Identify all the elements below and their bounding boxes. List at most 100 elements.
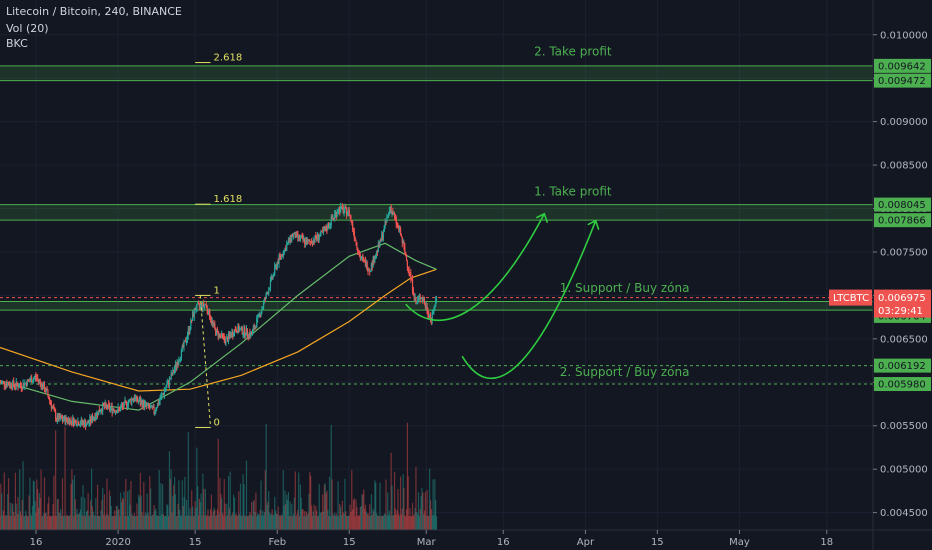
candle-body — [310, 241, 312, 243]
candle-body — [269, 279, 272, 289]
candle-body — [295, 232, 297, 238]
volume-bar — [417, 514, 419, 530]
candle-body — [423, 300, 426, 305]
candle-body — [9, 383, 11, 386]
y-tick-label: 0.006500 — [880, 334, 928, 345]
candle-body — [342, 207, 344, 213]
price-tag-bg — [874, 73, 931, 88]
volume-bar — [367, 513, 369, 530]
volume-bar — [39, 498, 41, 530]
volume-bar — [234, 515, 236, 530]
y-tick-label: 0.009000 — [880, 117, 928, 128]
volume-bar — [214, 509, 216, 530]
volume-bar — [61, 478, 64, 530]
candle-body — [348, 210, 350, 216]
volume-bar — [140, 495, 142, 530]
volume-bar — [301, 509, 303, 530]
volume-bar — [392, 515, 394, 530]
candle-body — [130, 399, 132, 403]
candle-body — [121, 405, 123, 407]
candle-body — [56, 415, 58, 421]
volume-bar — [38, 493, 40, 530]
candle-body — [244, 327, 246, 336]
volume-bar — [302, 509, 304, 530]
x-tick-label: 15 — [343, 537, 356, 548]
candle-body — [365, 262, 367, 267]
candle-body — [427, 311, 429, 315]
volume-bar — [154, 510, 156, 530]
volume-bar — [132, 516, 135, 530]
volume-bar — [291, 503, 293, 530]
fib-level-label: 2.618 — [214, 53, 243, 64]
candle-body — [14, 386, 17, 388]
candle-body — [240, 326, 242, 329]
volume-bar — [88, 516, 90, 530]
candle-body — [289, 235, 291, 242]
volume-bar — [292, 516, 294, 530]
volume-bar — [269, 512, 271, 530]
volume-bar — [232, 512, 234, 530]
candle-body — [138, 401, 140, 403]
candle-body — [387, 215, 389, 218]
volume-bar — [48, 496, 50, 530]
volume-bar — [330, 424, 332, 530]
volume-indicator-label[interactable]: Vol (20) — [6, 22, 49, 35]
x-tick-label: Apr — [577, 537, 595, 548]
volume-bar — [282, 470, 284, 530]
current-price-label: 0.006975 — [878, 293, 926, 304]
candle-body — [426, 306, 428, 312]
candle-body — [182, 345, 184, 348]
x-tick-label: 15 — [189, 537, 202, 548]
candle-body — [36, 377, 38, 379]
time-axis[interactable]: 16 2020 15 Feb 15 Mar 16 Apr 15 May 18 — [0, 529, 932, 548]
candle-body — [294, 232, 296, 238]
volume-bar — [220, 493, 222, 530]
candle-body — [8, 384, 11, 386]
candle-body — [74, 420, 76, 422]
volume-bar — [404, 515, 406, 530]
volume-bar — [263, 512, 266, 530]
candle-body — [185, 339, 188, 343]
volume-bar — [106, 478, 108, 530]
candle-body — [369, 270, 372, 272]
volume-bar — [118, 508, 120, 530]
volume-bar — [310, 505, 313, 530]
candle-body — [316, 238, 318, 240]
volume-bar — [96, 516, 98, 530]
volume-bar — [150, 488, 152, 530]
candle-body — [267, 293, 269, 295]
candle-body — [420, 297, 422, 299]
price-tag-label: 0.009642 — [878, 61, 926, 72]
volume-bar — [354, 516, 356, 530]
volume-bar — [72, 479, 74, 530]
candle-body — [39, 380, 41, 383]
candle-body — [304, 240, 307, 244]
candle-body — [194, 308, 196, 311]
candle-body — [276, 262, 278, 268]
volume-bar — [85, 511, 88, 530]
candle-body — [37, 379, 40, 382]
candle-body — [100, 410, 102, 412]
volume-bar — [174, 494, 177, 530]
candle-body — [414, 297, 416, 299]
volume-bar — [218, 513, 220, 530]
price-tag-bg — [874, 58, 931, 73]
volume-bar — [270, 513, 272, 530]
candle-body — [7, 383, 10, 385]
candle-body — [280, 254, 283, 258]
candle-body — [290, 235, 292, 241]
candle-body — [260, 312, 262, 317]
bkc-indicator-label[interactable]: BKC — [6, 37, 28, 50]
volume-bar — [19, 469, 21, 530]
candle-body — [102, 403, 104, 412]
volume-bar — [162, 514, 165, 530]
arrowhead-1 — [535, 212, 549, 223]
candle-body — [44, 391, 46, 393]
volume-bar — [201, 515, 203, 530]
candle-body — [143, 401, 145, 408]
candle-body — [136, 395, 138, 401]
candle-body — [105, 403, 107, 407]
volume-bar — [187, 432, 189, 530]
volume-bar — [53, 475, 55, 530]
